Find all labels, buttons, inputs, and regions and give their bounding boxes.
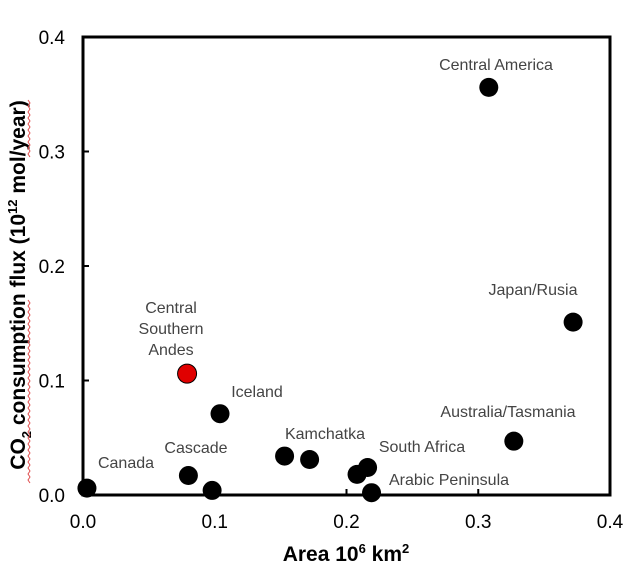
point-label: Australia/Tasmania [440,404,575,421]
point-label: South Africa [379,439,465,456]
point-label: Canada [98,455,154,472]
x-tick-label: 0.1 [202,512,228,533]
data-point [563,312,583,332]
y-tick-label: 0.0 [39,486,65,507]
plot-frame [81,35,612,497]
y-tick-label: 0.3 [39,143,65,164]
y-axis-title: CO2 consumption flux (1012 mol/year) [5,100,34,469]
x-axis-ticks: 0.0 0.1 0.2 0.3 0.4 [70,489,624,533]
y-tick-label: 0.4 [39,28,66,49]
point-label: Kamchatka [285,426,365,443]
data-points [77,77,583,503]
spellcheck-underline [27,99,31,158]
x-tick-label: 0.2 [333,512,359,533]
point-label: Southern [139,321,204,338]
point-label: Central America [439,57,553,74]
y-axis-title-group: CO2 consumption flux (1012 mol/year) [5,100,34,469]
data-point [362,483,382,503]
x-tick-label: 0.4 [597,512,624,533]
data-point [275,446,295,466]
x-axis-title: Area 106 km2 [283,541,410,566]
point-label: Cascade [164,440,227,457]
point-label: Iceland [231,384,283,401]
data-point-highlight [177,363,198,384]
data-point [479,77,499,97]
x-tick-label: 0.3 [465,512,491,533]
data-point [358,458,378,478]
y-tick-label: 0.1 [39,372,65,393]
data-point [178,466,198,486]
y-tick-label: 0.2 [39,257,65,278]
data-point [202,480,222,500]
data-point [77,478,97,498]
spellcheck-underline [27,299,31,484]
point-label: Arabic Peninsula [389,472,509,489]
data-point [300,450,320,470]
point-label: Central [145,300,197,317]
x-tick-label: 0.0 [70,512,96,533]
data-point [210,404,230,424]
point-label: Andes [148,342,193,359]
point-labels: Canada Central Southern Andes Cascade Iceland… [98,57,578,489]
point-label: Japan/Rusia [489,282,578,299]
data-point [504,431,524,451]
y-axis-ticks: 0.0 0.1 0.2 0.3 0.4 [39,28,89,507]
